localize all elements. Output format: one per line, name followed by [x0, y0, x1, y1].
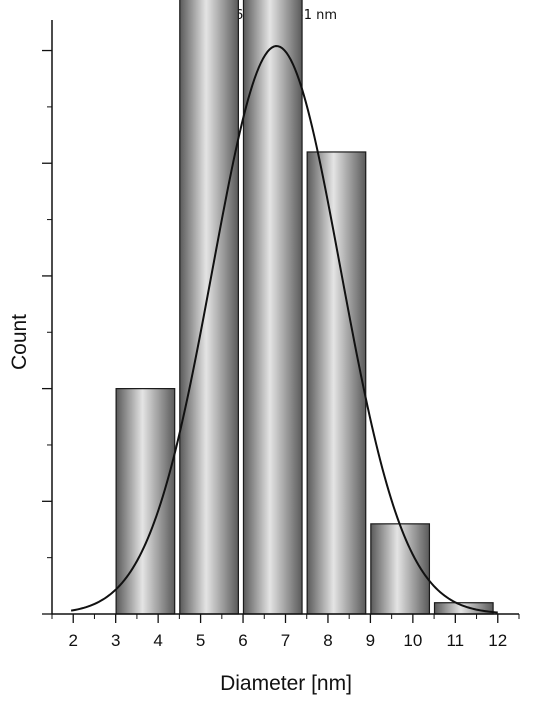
histogram-bar	[306, 151, 367, 615]
histogram-bar	[242, 0, 303, 615]
histogram-bar	[179, 0, 239, 615]
x-tick-label: 4	[153, 631, 162, 650]
x-tick-label: 7	[281, 631, 290, 650]
x-tick-label: 10	[403, 631, 422, 650]
x-tick-label: 5	[196, 631, 205, 650]
x-tick-label: 11	[446, 631, 464, 650]
x-tick-label: 3	[111, 631, 120, 650]
x-tick-label: 2	[68, 631, 77, 650]
x-tick-label: 6	[238, 631, 247, 650]
x-tick-label: 8	[323, 631, 332, 650]
gaussian-fit-curve	[70, 45, 498, 614]
histogram-bar	[433, 602, 494, 615]
x-tick-label: 12	[488, 631, 507, 650]
histogram-bar	[115, 388, 176, 615]
x-axis-label: Diameter [nm]	[220, 672, 352, 695]
y-axis-label: Count	[8, 314, 31, 370]
x-tick-label: 9	[366, 631, 375, 650]
